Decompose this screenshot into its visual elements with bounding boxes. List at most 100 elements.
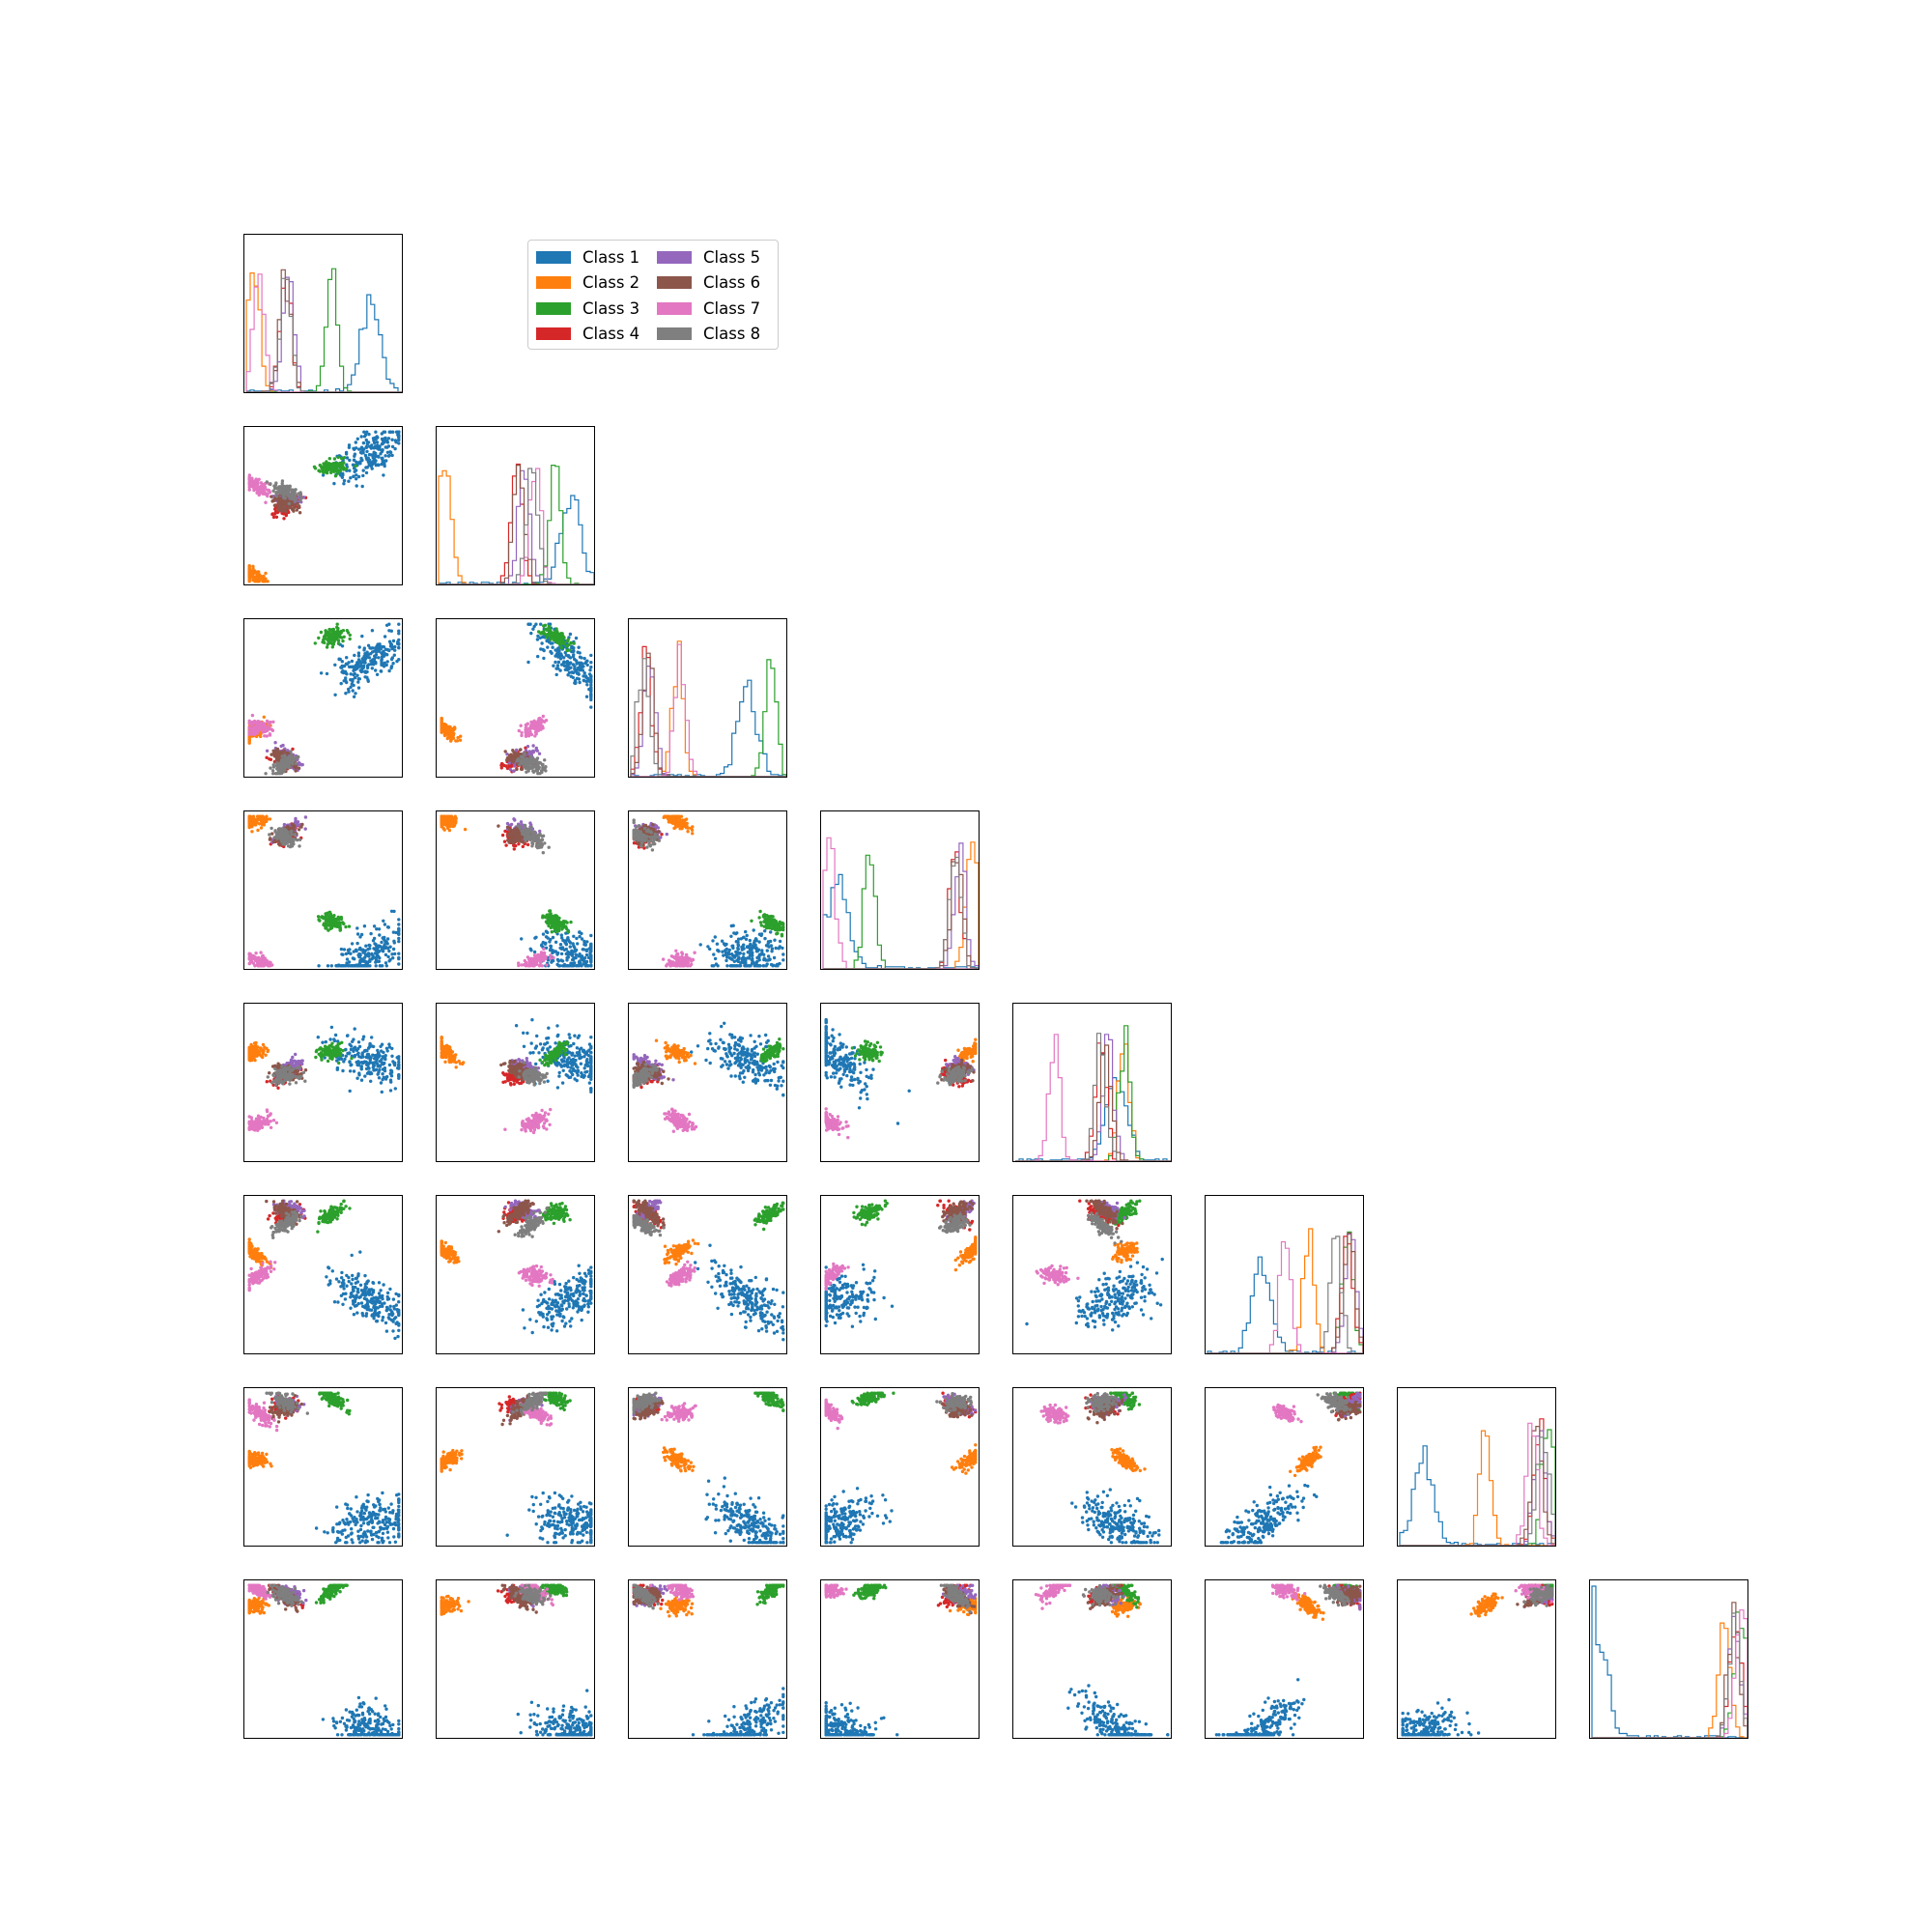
point-class-7 (552, 955, 555, 960)
point-class-1 (367, 444, 372, 448)
point-class-6 (272, 754, 276, 758)
point-class-6 (509, 837, 513, 840)
point-class-2 (448, 816, 453, 820)
point-class-1 (325, 671, 329, 676)
point-class-8 (529, 825, 533, 829)
point-class-1 (384, 459, 388, 463)
point-class-6 (270, 832, 274, 836)
point-class-8 (538, 761, 542, 765)
point-class-1 (377, 447, 381, 451)
point-class-2 (451, 824, 455, 829)
point-class-7 (247, 956, 251, 960)
point-class-1 (339, 947, 344, 952)
point-class-1 (348, 469, 352, 472)
point-class-1 (568, 941, 573, 945)
point-class-8 (290, 833, 294, 837)
point-class-1 (541, 932, 546, 936)
point-class-3 (335, 468, 340, 472)
point-class-7 (250, 476, 254, 480)
point-class-1 (377, 656, 381, 660)
point-class-7 (252, 721, 256, 724)
point-class-2 (451, 726, 455, 731)
point-class-1 (555, 664, 560, 668)
histogram-panel-2 (436, 426, 595, 585)
point-class-1 (333, 663, 337, 667)
point-class-2 (251, 564, 255, 568)
point-class-6 (520, 767, 525, 771)
point-class-1 (359, 451, 364, 455)
point-class-1 (360, 634, 364, 639)
point-class-1 (554, 940, 558, 944)
point-class-6 (515, 767, 519, 772)
point-class-2 (451, 732, 456, 737)
point-class-3 (564, 924, 568, 928)
point-class-1 (358, 953, 362, 957)
point-class-2 (259, 734, 263, 739)
point-class-8 (269, 766, 272, 770)
histogram-panel-3 (628, 618, 787, 778)
point-class-8 (516, 758, 520, 762)
point-class-1 (385, 450, 390, 454)
point-class-1 (342, 948, 347, 952)
point-class-1 (554, 672, 558, 677)
point-class-1 (374, 948, 379, 952)
point-class-4 (512, 847, 516, 851)
point-class-7 (266, 488, 270, 492)
point-class-1 (382, 440, 385, 443)
point-class-1 (360, 484, 364, 489)
point-class-1 (352, 474, 355, 478)
point-class-8 (297, 755, 300, 759)
point-class-6 (296, 501, 299, 505)
point-class-8 (528, 766, 532, 771)
point-class-8 (290, 496, 294, 500)
point-class-6 (505, 825, 510, 829)
point-class-1 (397, 939, 401, 944)
point-class-7 (536, 721, 540, 724)
point-class-8 (524, 763, 527, 767)
point-class-3 (341, 639, 345, 643)
point-class-1 (344, 676, 348, 680)
point-class-1 (573, 950, 577, 953)
point-class-1 (370, 667, 374, 670)
point-class-1 (385, 660, 389, 664)
point-class-1 (556, 646, 560, 650)
point-class-4 (499, 766, 503, 770)
point-class-3 (340, 465, 345, 469)
point-class-1 (578, 651, 582, 655)
point-class-3 (330, 645, 334, 649)
point-class-1 (388, 957, 392, 962)
point-class-1 (397, 622, 401, 626)
point-class-1 (584, 952, 589, 957)
point-class-1 (393, 952, 397, 956)
point-class-7 (265, 734, 269, 738)
point-class-1 (570, 670, 575, 674)
point-class-8 (275, 837, 279, 840)
point-class-1 (342, 679, 346, 683)
point-class-1 (366, 456, 370, 460)
point-class-6 (280, 752, 285, 755)
point-class-7 (538, 716, 542, 721)
point-class-1 (550, 651, 554, 655)
point-class-1 (344, 952, 349, 956)
point-class-8 (529, 758, 533, 762)
point-class-8 (288, 836, 293, 840)
point-class-2 (454, 821, 458, 825)
point-class-7 (539, 727, 543, 731)
point-class-1 (552, 664, 555, 668)
point-class-3 (557, 638, 562, 641)
point-class-3 (330, 464, 335, 469)
point-class-8 (281, 759, 285, 763)
point-class-1 (355, 926, 359, 930)
point-class-1 (397, 956, 401, 961)
point-class-8 (292, 839, 296, 843)
point-class-3 (550, 930, 554, 934)
point-class-7 (261, 960, 265, 964)
point-class-3 (561, 923, 565, 927)
point-class-1 (341, 952, 345, 956)
point-class-3 (566, 930, 571, 934)
point-class-1 (389, 665, 394, 668)
point-class-1 (562, 962, 567, 967)
point-class-7 (247, 732, 251, 736)
point-class-2 (264, 571, 268, 576)
point-class-7 (252, 479, 257, 483)
